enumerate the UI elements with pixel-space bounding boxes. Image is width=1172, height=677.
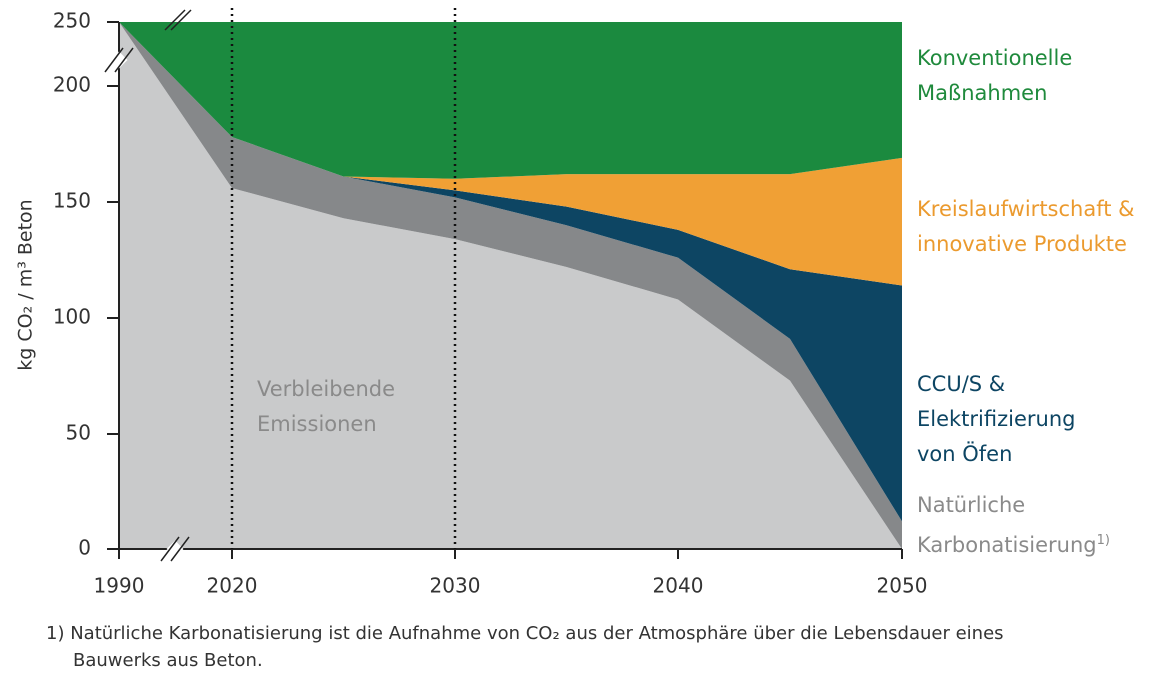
- area: [119, 22, 902, 286]
- axis-break: [114, 47, 134, 73]
- axis-break: [160, 536, 180, 562]
- series-name: Kreislaufwirtschaft & innovative Produkt…: [917, 197, 1135, 256]
- axis-break: [166, 540, 184, 558]
- series-name: Konventionelle Maßnahmen: [917, 46, 1073, 105]
- x-tick-label: 2020: [207, 574, 258, 598]
- x-tick-label: 1990: [94, 574, 145, 598]
- axis-break: [164, 9, 186, 31]
- axis-break: [170, 9, 192, 31]
- series-label: Verbleibende Emissionen: [257, 372, 395, 442]
- footnote-ref: 1): [1096, 533, 1110, 548]
- area: [119, 22, 902, 522]
- footnote: 1) Natürliche Karbonatisierung ist die A…: [46, 623, 1004, 671]
- series-label: Natürliche Karbonatisierung1): [917, 488, 1110, 563]
- y-tick-label: 100: [53, 305, 91, 329]
- axis-break: [170, 536, 190, 562]
- axis-break: [104, 47, 124, 73]
- series-name: Verbleibende Emissionen: [257, 377, 396, 436]
- axis-break: [110, 51, 128, 69]
- y-tick-label: 250: [53, 9, 91, 33]
- x-tick-label: 2050: [877, 574, 928, 598]
- series-name: CCU/S & Elektrifizierung von Öfen: [917, 372, 1076, 466]
- y-tick-label: 0: [78, 536, 91, 560]
- y-tick-label: 150: [53, 189, 91, 213]
- series-label: Konventionelle Maßnahmen: [917, 41, 1072, 111]
- series-label: Kreislaufwirtschaft & innovative Produkt…: [917, 192, 1135, 262]
- series-name: Natürliche Karbonatisierung: [917, 493, 1097, 557]
- area: [119, 22, 902, 179]
- area: [119, 22, 902, 549]
- y-axis-label: kg CO₂ / m³ Beton: [15, 199, 37, 370]
- x-tick-label: 2040: [653, 574, 704, 598]
- y-tick-label: 50: [66, 421, 91, 445]
- y-tick-label: 200: [53, 73, 91, 97]
- series-label: CCU/S & Elektrifizierung von Öfen: [917, 367, 1075, 472]
- x-tick-label: 2030: [430, 574, 481, 598]
